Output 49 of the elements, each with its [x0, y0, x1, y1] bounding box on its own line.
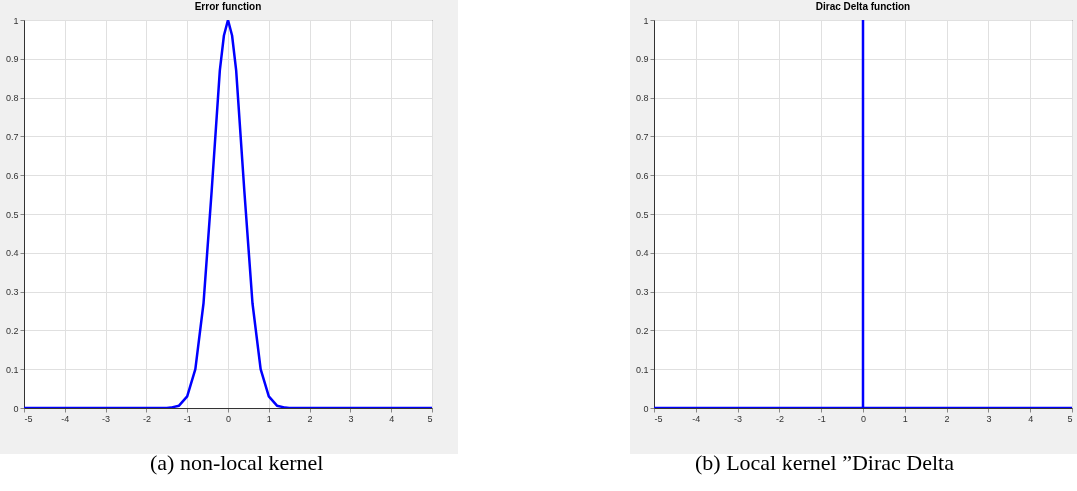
x-tick-label: 0 [860, 413, 867, 424]
x-tick-label: 1 [266, 413, 272, 424]
y-tick-label: 0.1 [635, 364, 649, 375]
x-tick-label: -3 [734, 413, 743, 424]
y-tick-label: 0.6 [635, 170, 649, 181]
x-tick-label: 5 [427, 413, 433, 424]
x-tick-label: 2 [944, 413, 950, 424]
y-tick-label: 0.7 [5, 131, 19, 142]
y-tick-label: 0.5 [5, 209, 19, 220]
chart-title: Dirac Delta function [815, 1, 911, 12]
y-tick-label: 0.1 [5, 364, 19, 375]
x-tick-label: 3 [986, 413, 992, 424]
y-tick-label: 0 [643, 403, 649, 414]
x-tick-label: -2 [775, 413, 784, 424]
x-tick-label: 0 [225, 413, 232, 424]
x-tick-label: 5 [1067, 413, 1073, 424]
y-tick-label: 0.5 [635, 209, 649, 220]
x-tick-label: -1 [817, 413, 826, 424]
text: (b) Local kernel ”Dirac Delta [695, 450, 954, 476]
y-tick-label: 0.7 [635, 131, 649, 142]
x-tick-label: -4 [692, 413, 701, 424]
x-tick-label: -5 [654, 413, 663, 424]
y-tick-label: 0.8 [5, 93, 19, 104]
x-tick-label: -5 [24, 413, 33, 424]
y-tick-label: 1 [643, 15, 649, 26]
y-tick-label: 1 [13, 15, 19, 26]
chart-title: Error function [194, 1, 262, 12]
y-tick-label: 0.3 [5, 287, 19, 298]
x-tick-label: 1 [902, 413, 908, 424]
x-tick-label: 4 [1028, 413, 1034, 424]
y-tick-label: 0.6 [5, 170, 19, 181]
x-tick-label: -4 [61, 413, 70, 424]
x-tick-label: 3 [348, 413, 354, 424]
y-tick-label: 0.9 [635, 54, 649, 65]
x-tick-label: -1 [183, 413, 192, 424]
text: (a) non-local kernel [150, 450, 324, 476]
y-tick-label: 0.4 [635, 248, 649, 259]
x-tick-label: -3 [102, 413, 111, 424]
y-tick-label: 0.4 [5, 248, 19, 259]
x-tick-label: -2 [142, 413, 151, 424]
y-tick-label: 0.3 [635, 287, 649, 298]
y-tick-label: 0.9 [5, 54, 19, 65]
x-tick-label: 4 [389, 413, 395, 424]
line-series [24, 20, 432, 408]
y-tick-label: 0.2 [5, 325, 19, 336]
y-tick-label: 0 [13, 403, 19, 414]
y-tick-label: 0.2 [635, 325, 649, 336]
y-tick-label: 0.8 [635, 93, 649, 104]
x-tick-label: 2 [307, 413, 313, 424]
